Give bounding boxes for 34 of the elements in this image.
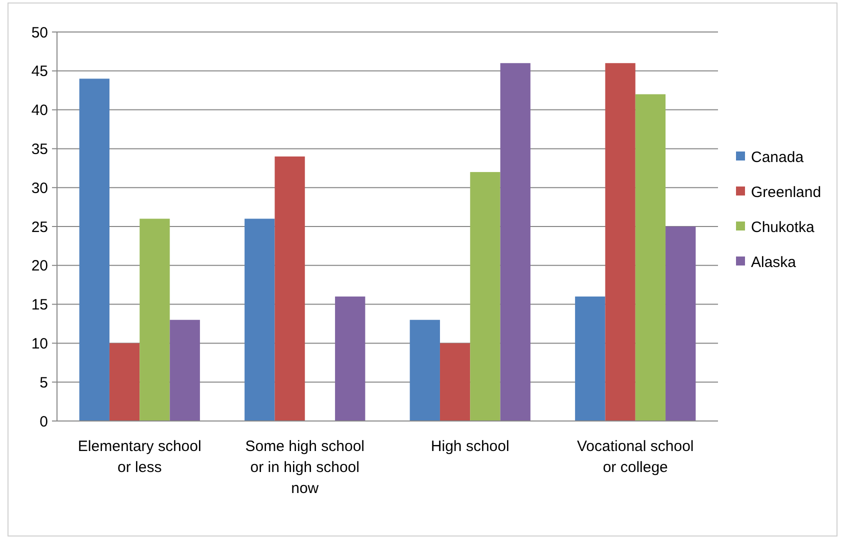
bar — [440, 343, 470, 421]
legend-label: Alaska — [751, 254, 797, 271]
bar — [635, 94, 666, 421]
y-tick-label: 0 — [40, 413, 48, 430]
bar — [140, 218, 170, 421]
y-tick-label: 35 — [31, 140, 48, 158]
bar — [109, 343, 140, 421]
y-tick-label: 40 — [31, 102, 48, 120]
legend-label: Chukotka — [751, 218, 816, 236]
y-tick-label: 20 — [31, 258, 48, 275]
bar — [244, 218, 275, 421]
x-tick-label: Vocational school or college — [577, 438, 694, 476]
y-tick-label: 15 — [31, 296, 48, 314]
y-tick-label: 10 — [31, 335, 48, 352]
bar — [666, 226, 696, 421]
bar — [335, 296, 366, 421]
bar — [79, 78, 110, 421]
y-tick-label: 25 — [31, 218, 48, 236]
x-tick-label: High school — [430, 438, 510, 455]
y-tick-label: 45 — [31, 63, 48, 80]
bar — [500, 63, 530, 421]
y-tick-label: 5 — [40, 374, 48, 392]
y-tick-label: 50 — [31, 24, 48, 42]
x-tick-label: Some high school or in high school now — [245, 438, 364, 497]
bar — [470, 172, 500, 421]
bar — [410, 320, 440, 421]
y-tick-label: 30 — [31, 180, 48, 197]
legend-label: Canada — [751, 148, 804, 166]
legend-label: Greenland — [751, 184, 822, 201]
bar — [170, 320, 200, 421]
bar — [575, 296, 606, 421]
x-tick-label: Elementary school or less — [78, 438, 202, 476]
bar — [605, 63, 636, 421]
bar — [274, 156, 305, 421]
